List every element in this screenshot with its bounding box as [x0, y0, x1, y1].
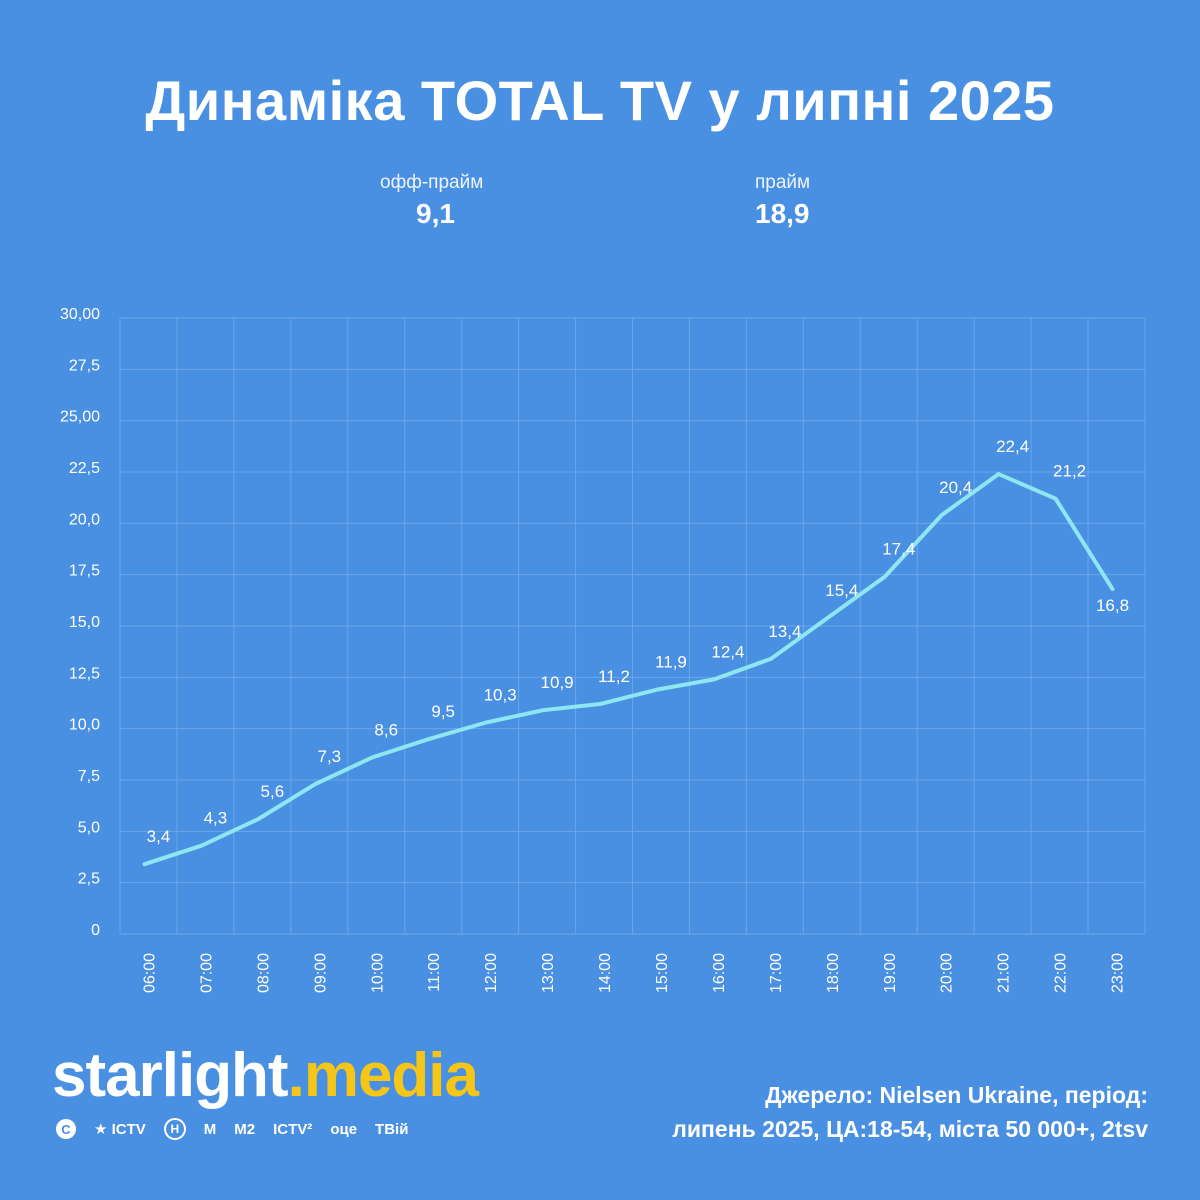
- data-point: [484, 721, 488, 725]
- x-tick-label: 23:00: [1110, 953, 1127, 993]
- x-tick-label: 16:00: [711, 953, 728, 993]
- data-label: 10,3: [484, 686, 517, 705]
- y-tick-label: 17,5: [69, 563, 100, 580]
- x-tick-label: 11:00: [426, 953, 443, 992]
- page-title: Динаміка TOTAL TV у липні 2025: [145, 69, 1055, 132]
- chart-grid: [119, 317, 1146, 935]
- data-point: [712, 677, 716, 681]
- logo-part-media: .media: [287, 1041, 479, 1110]
- data-label: 20,4: [939, 478, 972, 497]
- x-axis: 06:00 07:00 08:00 09:00 10:00 11:00 12:00 13:00…: [141, 953, 1126, 993]
- y-tick-label: 22,5: [69, 460, 100, 477]
- kpi-off-prime-label: офф-прайм: [380, 172, 484, 193]
- x-tick-label: 22:00: [1053, 953, 1070, 993]
- data-label: 3,4: [147, 827, 171, 846]
- data-point: [142, 862, 146, 866]
- m1-channel-icon: М: [203, 1120, 217, 1138]
- x-tick-label: 14:00: [597, 953, 614, 993]
- data-label: 13,4: [768, 622, 801, 641]
- data-label: 17,4: [882, 540, 915, 559]
- kpi-prime-value: 18,9: [755, 198, 810, 229]
- series-line-layer: [142, 472, 1115, 867]
- series-line: [142, 472, 1115, 867]
- data-point: [541, 708, 545, 712]
- y-tick-label: 2,5: [78, 871, 100, 888]
- data-label: 9,5: [431, 702, 455, 721]
- y-tick-label: 15,0: [69, 614, 100, 631]
- data-label: 15,4: [825, 581, 858, 600]
- x-tick-label: 21:00: [996, 953, 1013, 993]
- data-label: 5,6: [261, 782, 285, 801]
- source-note: Джерело: Nielsen Ukraine, період: липень…: [672, 1078, 1148, 1146]
- y-tick-label: 27,5: [69, 357, 100, 374]
- data-label: 21,2: [1053, 462, 1086, 481]
- data-label: 12,4: [711, 642, 744, 661]
- starlight-media-logo: starlight.media: [52, 1040, 479, 1111]
- line-chart: 0 2,5 5,0 7,5 10,0 12,5 15,0 17,5 20,0 22,5 25,00 2…: [60, 306, 1146, 993]
- data-label: 8,6: [374, 720, 398, 739]
- data-label: 11,2: [598, 667, 630, 686]
- x-tick-label: 19:00: [882, 953, 899, 993]
- data-point: [427, 737, 431, 741]
- data-label: 22,4: [996, 437, 1029, 456]
- x-tick-label: 09:00: [312, 953, 329, 993]
- ictv2-channel-icon: ICTV²: [273, 1120, 313, 1138]
- data-point: [256, 817, 260, 821]
- x-tick-label: 07:00: [198, 953, 215, 993]
- y-tick-label: 10,0: [69, 717, 100, 734]
- data-label: 7,3: [317, 747, 341, 766]
- c-channel-icon: С: [56, 1119, 76, 1139]
- data-point: [199, 844, 203, 848]
- tviy-channel-icon: ТВій: [375, 1120, 409, 1138]
- data-labels: 3,4 4,3 5,6 7,3 8,6 9,5 10,3 10,9 11,2 11,9 12,4 13…: [147, 437, 1129, 846]
- kpi-off-prime: офф-прайм 9,1: [380, 172, 483, 230]
- data-label: 10,9: [541, 673, 574, 692]
- data-point: [1111, 587, 1115, 591]
- oce-channel-icon: оце: [330, 1120, 358, 1138]
- data-point: [769, 657, 773, 661]
- x-tick-label: 18:00: [825, 953, 842, 993]
- y-tick-label: 5,0: [78, 819, 100, 836]
- x-tick-label: 20:00: [939, 953, 956, 993]
- data-point: [313, 782, 317, 786]
- y-tick-label: 30,00: [60, 306, 100, 323]
- y-tick-label: 7,5: [78, 768, 100, 785]
- kpi-prime: прайм 18,9: [755, 172, 810, 230]
- data-point: [1054, 497, 1058, 501]
- y-tick-label: 25,00: [60, 409, 100, 426]
- x-tick-label: 10:00: [369, 953, 386, 993]
- data-label: 11,9: [655, 653, 687, 672]
- x-tick-label: 06:00: [141, 953, 158, 993]
- logo-part-starlight: starlight: [52, 1041, 289, 1110]
- channel-logos: С ★ ICTV Н М М2 ICTV² оце ТВій: [56, 1118, 408, 1140]
- data-point: [883, 575, 887, 579]
- x-tick-label: 08:00: [255, 953, 272, 993]
- x-tick-label: 15:00: [654, 953, 671, 993]
- y-tick-label: 20,0: [69, 511, 100, 528]
- data-point: [826, 616, 830, 620]
- y-tick-label: 0: [91, 922, 100, 939]
- data-label: 4,3: [204, 809, 228, 828]
- x-tick-label: 13:00: [540, 953, 557, 993]
- kpi-prime-label: прайм: [755, 172, 811, 193]
- data-point: [940, 513, 944, 517]
- x-tick-label: 12:00: [483, 953, 500, 993]
- data-point: [997, 472, 1001, 476]
- data-point: [370, 755, 374, 759]
- m2-channel-icon: М2: [234, 1120, 256, 1138]
- x-tick-label: 17:00: [768, 953, 785, 993]
- data-label: 16,8: [1096, 596, 1129, 615]
- source-line-1: Джерело: Nielsen Ukraine, період:: [765, 1082, 1148, 1108]
- data-point: [655, 688, 659, 692]
- y-axis: 0 2,5 5,0 7,5 10,0 12,5 15,0 17,5 20,0 22,5 25,00 2…: [60, 306, 100, 939]
- star-icon: ★ ICTV: [94, 1120, 146, 1139]
- y-tick-label: 12,5: [69, 665, 100, 682]
- data-point: [598, 702, 602, 706]
- h-channel-icon: Н: [163, 1118, 186, 1140]
- ictv-logo-text: ICTV: [111, 1120, 146, 1138]
- kpi-off-prime-value: 9,1: [416, 198, 455, 229]
- source-line-2: липень 2025, ЦА:18-54, міста 50 000+, 2t…: [672, 1116, 1148, 1142]
